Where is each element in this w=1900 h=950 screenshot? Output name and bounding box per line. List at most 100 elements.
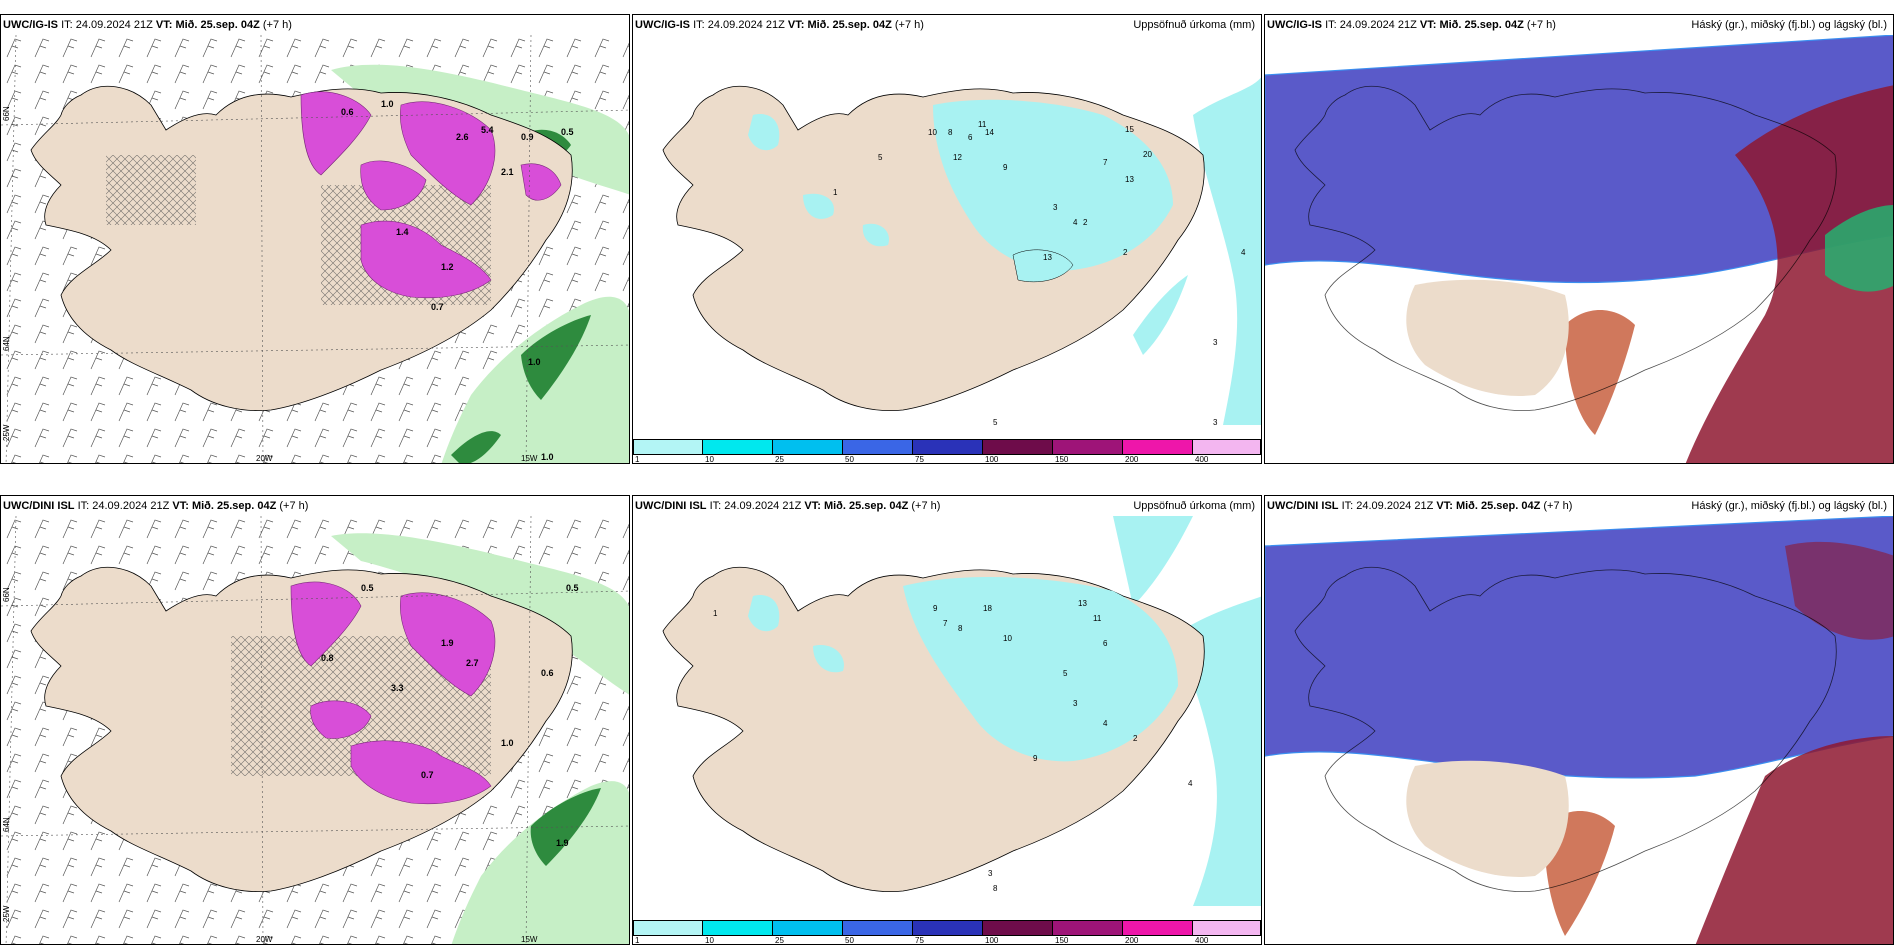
precip-colorbar: 1 10 25 50 75 100 150 200 400 <box>633 914 1261 944</box>
svg-text:1.0: 1.0 <box>501 738 514 748</box>
snow-band-3 <box>360 220 492 299</box>
precip-land-5 <box>862 223 889 247</box>
svg-text:0.6: 0.6 <box>341 107 354 117</box>
sea-green-2 <box>451 781 629 944</box>
panel-header: UWC/DINI ISL IT: 24.09.2024 21Z VT: Mið.… <box>1265 496 1893 516</box>
colorbar-tick-label: 100 <box>985 455 999 464</box>
svg-text:3: 3 <box>1073 699 1078 708</box>
svg-text:25W: 25W <box>2 905 11 922</box>
colorbar-swatch <box>843 920 913 936</box>
colorbar-swatch <box>1053 439 1123 455</box>
svg-text:15: 15 <box>1125 125 1134 134</box>
svg-text:10: 10 <box>928 128 937 137</box>
svg-text:20W: 20W <box>256 454 273 463</box>
colorbar-tick-label: 25 <box>775 455 784 464</box>
colorbar-tick-label: 150 <box>1055 455 1069 464</box>
svg-text:4: 4 <box>1073 218 1078 227</box>
svg-text:25W: 25W <box>2 424 11 441</box>
colorbar-tick-label: 400 <box>1195 936 1209 945</box>
svg-text:3: 3 <box>1053 203 1058 212</box>
colorbar-frame <box>633 439 1261 455</box>
snow-band-2 <box>400 592 496 697</box>
mid-cloud-green <box>1825 205 1893 292</box>
colorbar-tick-label: 25 <box>775 936 784 945</box>
low-cloud-mid <box>1565 310 1635 435</box>
svg-text:9: 9 <box>933 604 938 613</box>
panel-igis-clouds: UWC/IG-IS IT: 24.09.2024 21Z VT: Mið. 25… <box>1264 14 1894 464</box>
svg-text:3: 3 <box>1213 338 1218 347</box>
snow-wind-map: 0.6 0.5 0.9 1.0 2.6 5.4 2.1 0.7 1.4 1.2 … <box>1 35 629 463</box>
cloud-map <box>1265 35 1893 463</box>
panel-header: UWC/DINI ISL IT: 24.09.2024 21Z VT: Mið.… <box>1 496 629 516</box>
svg-text:1.0: 1.0 <box>541 452 554 462</box>
svg-text:15W: 15W <box>521 935 538 944</box>
colorbar-swatch <box>983 439 1053 455</box>
svg-text:0.8: 0.8 <box>321 653 334 663</box>
panel-header: UWC/IG-IS IT: 24.09.2024 21Z VT: Mið. 25… <box>633 15 1261 35</box>
land-clear <box>1406 760 1569 877</box>
cloud-map <box>1265 516 1893 944</box>
precip-land-3 <box>748 114 780 151</box>
precip-map: 5 6 8 10 11 14 12 9 7 15 20 13 4 3 2 1 2… <box>662 77 1261 427</box>
svg-text:0.7: 0.7 <box>431 302 444 312</box>
snow-band-5 <box>520 163 562 201</box>
svg-text:15W: 15W <box>521 454 538 463</box>
svg-text:66N: 66N <box>2 106 11 121</box>
precip-labels: 5 6 8 10 11 14 12 9 7 15 20 13 4 3 2 1 2… <box>833 120 1246 427</box>
panel-dini-snow: UWC/DINI ISL IT: 24.09.2024 21Z VT: Mið.… <box>0 495 630 945</box>
panel-header: UWC/DINI ISL IT: 24.09.2024 21Z VT: Mið.… <box>633 496 1261 516</box>
svg-text:1: 1 <box>833 188 838 197</box>
sea-green-dark <box>530 788 601 866</box>
svg-text:4: 4 <box>1188 779 1193 788</box>
svg-text:5: 5 <box>993 418 998 427</box>
snow-band-1 <box>290 581 362 667</box>
svg-text:5.4: 5.4 <box>481 125 494 135</box>
colorbar-tick-label: 10 <box>705 455 714 464</box>
precip-land-4 <box>803 193 834 219</box>
low-cloud-mid <box>1544 811 1615 936</box>
colorbar-swatch <box>1123 439 1193 455</box>
colorbar-tick-label: 150 <box>1055 936 1069 945</box>
precip-sea-2 <box>1133 275 1188 355</box>
svg-text:0.9: 0.9 <box>521 132 534 142</box>
snow-labels: 0.6 0.5 0.9 1.0 2.6 5.4 2.1 0.7 1.4 1.2 … <box>341 99 574 462</box>
svg-text:0.5: 0.5 <box>361 583 374 593</box>
svg-text:10: 10 <box>1003 634 1012 643</box>
snow-wind-map: 0.5 0.5 0.8 1.9 2.7 3.3 1.0 0.6 0.7 1.9 … <box>1 516 629 944</box>
svg-text:64N: 64N <box>2 817 11 832</box>
precip-labels: 9 7 8 18 10 13 11 6 5 4 3 2 1 9 4 3 8 <box>713 599 1193 893</box>
sea-green-dark-2 <box>451 431 501 463</box>
svg-text:12: 12 <box>953 153 962 162</box>
svg-text:8: 8 <box>948 128 953 137</box>
precip-land-2 <box>748 595 780 632</box>
colorbar-tick-label: 1 <box>635 936 640 945</box>
svg-text:0.5: 0.5 <box>561 127 574 137</box>
colorbar-swatch <box>1193 439 1261 455</box>
svg-text:2.1: 2.1 <box>501 167 514 177</box>
iceland-land <box>1294 566 1837 892</box>
precip-sea-2 <box>1113 516 1193 606</box>
panel-dini-clouds: UWC/DINI ISL IT: 24.09.2024 21Z VT: Mið.… <box>1264 495 1894 945</box>
svg-text:11: 11 <box>1093 614 1102 623</box>
svg-text:5: 5 <box>878 153 883 162</box>
svg-text:18: 18 <box>983 604 992 613</box>
panel-header: UWC/IG-IS IT: 24.09.2024 21Z VT: Mið. 25… <box>1265 15 1893 35</box>
colorbar-tick-label: 100 <box>985 936 999 945</box>
colorbar-swatch <box>703 920 773 936</box>
colorbar-tick-label: 400 <box>1195 455 1209 464</box>
snow-band-1 <box>300 91 372 176</box>
svg-text:0.7: 0.7 <box>421 770 434 780</box>
svg-text:66N: 66N <box>2 587 11 602</box>
svg-text:7: 7 <box>1103 158 1108 167</box>
svg-text:3: 3 <box>1213 418 1218 427</box>
svg-text:2.6: 2.6 <box>456 132 469 142</box>
iceland-land <box>1294 85 1837 411</box>
svg-text:1.4: 1.4 <box>396 227 409 237</box>
snow-band-4 <box>360 160 427 211</box>
svg-text:1.9: 1.9 <box>441 638 454 648</box>
colorbar-swatch <box>773 439 843 455</box>
svg-text:2: 2 <box>1123 248 1128 257</box>
svg-text:64N: 64N <box>2 336 11 351</box>
colorbar-swatch <box>913 439 983 455</box>
svg-text:3.3: 3.3 <box>391 683 404 693</box>
